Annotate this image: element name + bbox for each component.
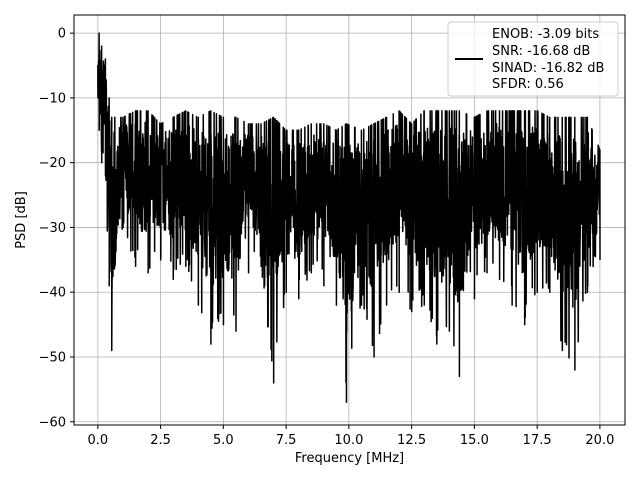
- x-tick-label: 17.5: [523, 433, 552, 448]
- y-axis-label: PSD [dB]: [14, 191, 29, 249]
- y-tick-label: −60: [39, 415, 66, 430]
- x-tick-label: 0.0: [88, 433, 109, 448]
- legend-line-sinad: SINAD: -16.82 dB: [492, 61, 604, 76]
- x-tick-label: 5.0: [213, 433, 234, 448]
- legend-line-snr: SNR: -16.68 dB: [492, 44, 590, 59]
- x-tick-label: 2.5: [150, 433, 171, 448]
- y-tick-label: −50: [39, 350, 66, 365]
- x-tick-label: 10.0: [334, 433, 363, 448]
- plot-frame: [73, 14, 626, 426]
- psd-series-line: [97, 32, 601, 404]
- y-tick-label: −30: [39, 221, 66, 236]
- x-tick-label: 7.5: [276, 433, 297, 448]
- x-axis-label: Frequency [MHz]: [295, 451, 404, 466]
- y-tick-label: 0: [58, 27, 66, 42]
- x-tick-label: 15.0: [460, 433, 489, 448]
- y-tick-label: −40: [39, 286, 66, 301]
- legend-line-enob: ENOB: -3.09 bits: [492, 27, 599, 42]
- legend-line-sfdr: SFDR: 0.56: [492, 77, 564, 92]
- x-tick-label: 20.0: [585, 433, 614, 448]
- y-tick-label: −20: [39, 156, 66, 171]
- legend-box: [447, 21, 619, 97]
- x-tick-label: 12.5: [397, 433, 426, 448]
- x-axis-ticks: 0.0 2.5 5.0 7.5 10.0 12.5 15.0 17.5 20.0: [88, 425, 614, 448]
- y-tick-label: −10: [39, 91, 66, 106]
- legend: ENOB: -3.09 bits SNR: -16.68 dB SINAD: -…: [447, 21, 619, 97]
- y-axis-ticks: 0 −10 −20 −30 −40 −50 −60: [39, 27, 74, 430]
- series-layer: [97, 32, 601, 404]
